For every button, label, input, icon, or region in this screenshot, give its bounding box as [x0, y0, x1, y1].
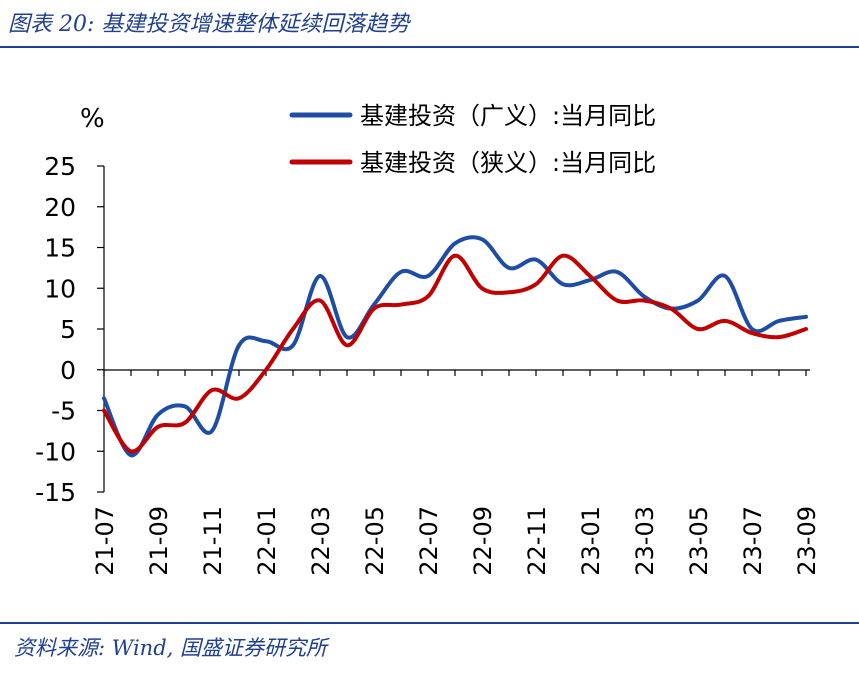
y-tick-label: -5 — [51, 397, 76, 426]
x-tick-label: 22-01 — [253, 506, 281, 576]
x-tick-label: 21-07 — [91, 506, 119, 576]
source-divider — [0, 622, 859, 624]
chart-series — [102, 235, 808, 458]
x-tick-label: 22-11 — [523, 506, 551, 576]
y-tick-label: 25 — [44, 152, 76, 181]
y-tick-label: 20 — [44, 193, 76, 222]
legend-label: 基建投资（广义）:当月同比 — [360, 102, 656, 130]
x-tick-label: 23-07 — [739, 506, 767, 576]
y-tick-label: 5 — [60, 315, 76, 344]
y-unit-label: % — [80, 104, 105, 134]
series-line-broad — [102, 235, 808, 458]
legend-label: 基建投资（狭义）:当月同比 — [360, 149, 656, 177]
x-tick-label: 23-01 — [577, 506, 605, 576]
series-line-narrow — [102, 253, 808, 454]
x-tick-label: 22-09 — [469, 506, 497, 576]
x-tick-label: 23-09 — [793, 506, 821, 576]
source-note: 资料来源: Wind, 国盛证券研究所 — [14, 636, 327, 660]
chart-axes: -15 -10 -5 0 5 10 15 20 25% 21-07 21-09 21-11 22-01 2… — [35, 104, 821, 576]
title-divider — [0, 46, 859, 48]
x-tick-label: 23-05 — [685, 506, 713, 576]
y-tick-label: 10 — [44, 274, 76, 303]
y-tick-label: -15 — [35, 478, 76, 507]
y-tick-label: -10 — [35, 437, 76, 466]
figure-title: 图表 20: 基建投资增速整体延续回落趋势 — [8, 12, 410, 37]
x-tick-label: 22-05 — [361, 506, 389, 576]
x-tick-label: 21-11 — [199, 506, 227, 576]
line-chart: -15 -10 -5 0 5 10 15 20 25% 21-07 21-09 21-11 22-01 2… — [35, 102, 821, 576]
x-tick-label: 22-03 — [307, 506, 335, 576]
x-tick-label: 23-03 — [631, 506, 659, 576]
y-tick-label: 15 — [44, 234, 76, 263]
x-tick-label: 21-09 — [145, 506, 173, 576]
y-tick-label: 0 — [60, 356, 76, 385]
x-tick-label: 22-07 — [415, 506, 443, 576]
